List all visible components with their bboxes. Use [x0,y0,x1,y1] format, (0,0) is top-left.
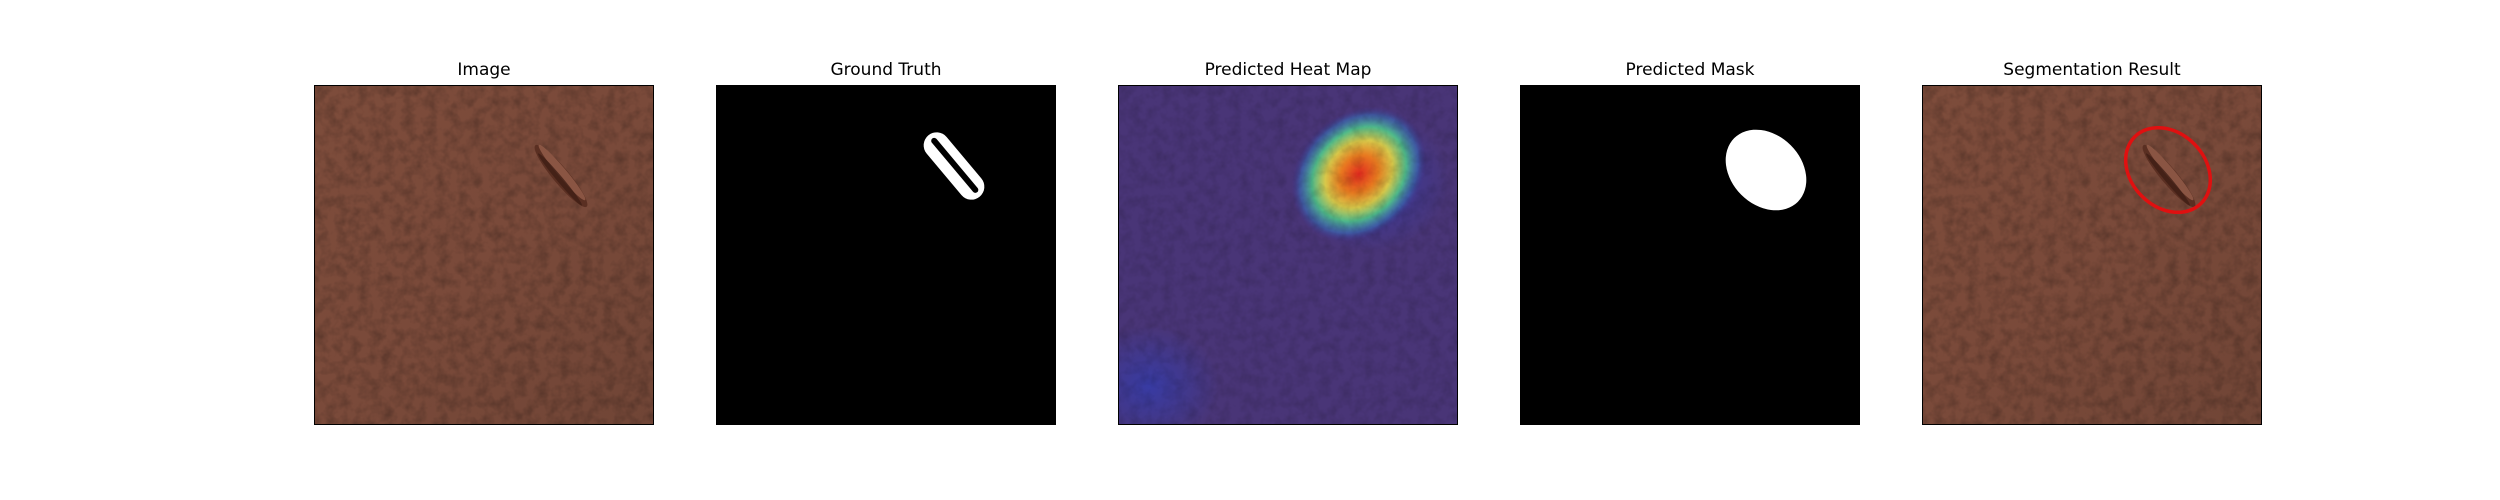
panel-title: Predicted Mask [1625,60,1755,80]
heat-map-svg [1119,86,1457,424]
defect [534,144,588,208]
ground-truth-region [923,132,985,200]
leather-image [315,86,653,424]
predicted-mask-region [1725,129,1807,211]
heat-map [1118,85,1458,425]
panel-predicted-mask: Predicted Mask [1520,58,1860,425]
panel-heat-map: Predicted Heat Map [1118,58,1458,425]
ground-truth-svg [717,86,1055,424]
panel-title: Ground Truth [830,60,942,80]
panel-title: Predicted Heat Map [1204,60,1372,80]
panel-title: Image [457,60,511,80]
panel-ground-truth: Ground Truth [716,58,1056,425]
segmentation-contour [2123,125,2213,215]
predicted-mask-svg [1521,86,1859,424]
input-image [314,85,654,425]
panel-title: Segmentation Result [2003,60,2181,80]
segmentation-result-svg [1923,86,2261,424]
segmentation-result [1922,85,2262,425]
predicted-mask [1520,85,1860,425]
ground-truth-mask [716,85,1056,425]
panel-image: Image [314,58,654,425]
panel-segmentation-result: Segmentation Result [1922,58,2262,425]
